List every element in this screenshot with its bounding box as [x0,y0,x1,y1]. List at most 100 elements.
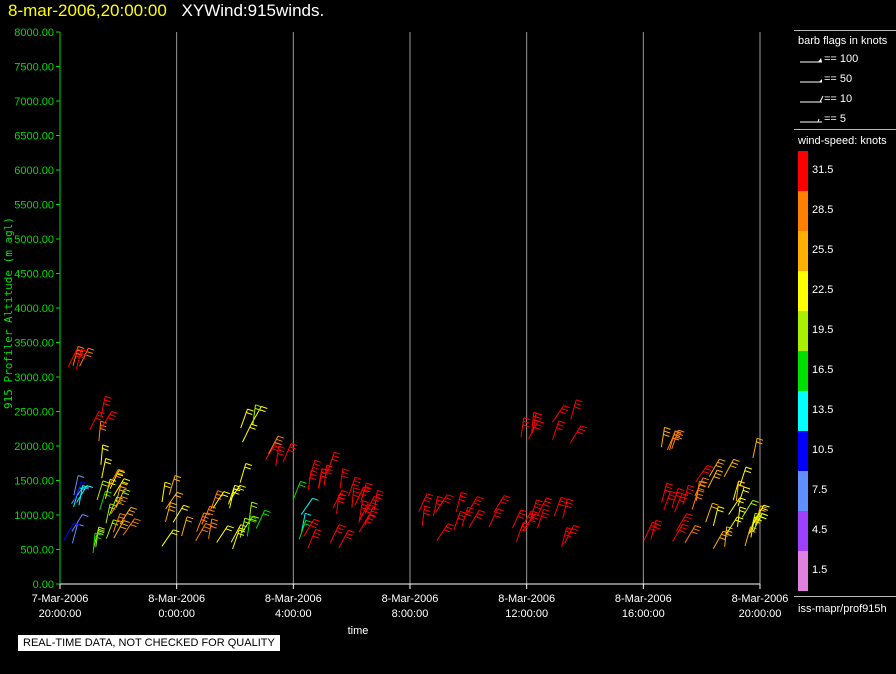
wind-barb [358,500,369,521]
barb-feather [134,518,141,522]
barb-feather [534,506,541,510]
barb-feather [102,480,110,484]
flag-legend-row: == 10 [798,92,852,106]
barb-shaft [660,427,665,448]
barb-feather [99,427,107,431]
barb-shaft [684,525,696,544]
barb-shaft [255,510,266,529]
barb-feather [73,354,81,358]
barb-feather [563,405,570,409]
barb-shaft [737,506,741,527]
barb-feather [88,347,95,351]
flag-legend-label: == 5 [824,112,847,125]
colorbar-label: 13.5 [812,404,834,416]
wind-barb [119,506,138,525]
wind-barb [741,499,759,518]
barb-shaft [307,470,312,491]
wind-barb [684,525,702,544]
barb-feather [706,465,714,468]
title-date: 8-mar-2006,20:00:00 [8,1,167,20]
barb-feather [361,503,369,507]
wind-barb [461,506,474,527]
wind-barb [96,480,110,501]
barb-feather [750,502,757,506]
barb-feather [423,512,430,516]
barb-shaft [78,485,83,506]
wind-barb [663,490,677,511]
wind-barb [705,502,719,523]
wind-barb [418,493,434,513]
wind-barb [307,528,322,549]
barb-feather [86,351,93,354]
barb-feather [532,516,539,520]
barb-shaft [181,516,188,537]
colorbar-label: 31.5 [812,164,834,176]
barb-feather [424,505,431,509]
wind-barb [242,423,258,443]
barb-feather [447,494,454,498]
barb-feather [201,529,209,533]
barb-feather [560,496,568,500]
wind-barb [436,523,455,541]
barb-shaft [436,523,449,541]
barb-feather [233,488,241,492]
barb-feather [243,521,251,525]
barb-shaft [292,481,301,501]
barb-feather [244,466,251,470]
wind-barb [110,496,128,515]
wind-barb [453,510,467,531]
barb-feather [673,434,681,438]
barb-feather [305,519,312,523]
speed-colorbar [798,151,808,591]
barb-feather [437,495,444,499]
wind-barb [735,480,745,501]
barb-shaft [327,452,335,472]
barb-feather [371,510,378,514]
barb-feather [82,486,90,490]
barb-feather [313,463,321,467]
wind-barb [307,469,318,491]
barb-shaft [282,443,292,463]
wind-barb [232,529,246,550]
barb-shaft [493,495,505,513]
barb-shaft [515,522,524,542]
barb-feather [310,473,317,477]
flag-half-barb-icon [800,118,822,123]
barb-feather [100,420,107,424]
barb-feather [227,525,234,529]
barb-feather [721,533,728,537]
barb-feather [264,509,271,513]
y-tick-label: 3000.00 [14,372,54,384]
wind-barb [265,442,283,460]
barb-shaft [63,522,75,541]
barb-feather [535,502,542,506]
barb-feather [664,489,672,493]
barb-shaft [98,421,102,442]
barb-feather [109,414,116,417]
wind-barb [122,518,141,536]
barb-feather [678,429,685,433]
barb-feather [338,493,346,497]
barb-feather [78,346,85,349]
barb-shaft [347,477,356,497]
barb-feather [104,493,111,497]
barb-shaft [208,518,213,539]
barb-shaft [552,420,560,441]
barb-feather [760,505,767,509]
wind-barb [275,445,285,467]
barb-feather [126,512,134,516]
barb-feather [687,488,694,492]
barb-feather [702,470,710,474]
barb-feather [737,500,744,504]
barb-shaft [76,485,88,503]
wind-barb [671,488,685,508]
barb-feather [309,477,317,480]
wind-barb [300,497,319,515]
barb-feather [761,507,769,511]
barb-feather [250,516,257,520]
wind-barb [113,520,130,539]
barb-shaft [695,465,708,483]
barb-feather [225,528,232,532]
barb-feather [170,502,177,506]
wind-barb [229,488,241,509]
